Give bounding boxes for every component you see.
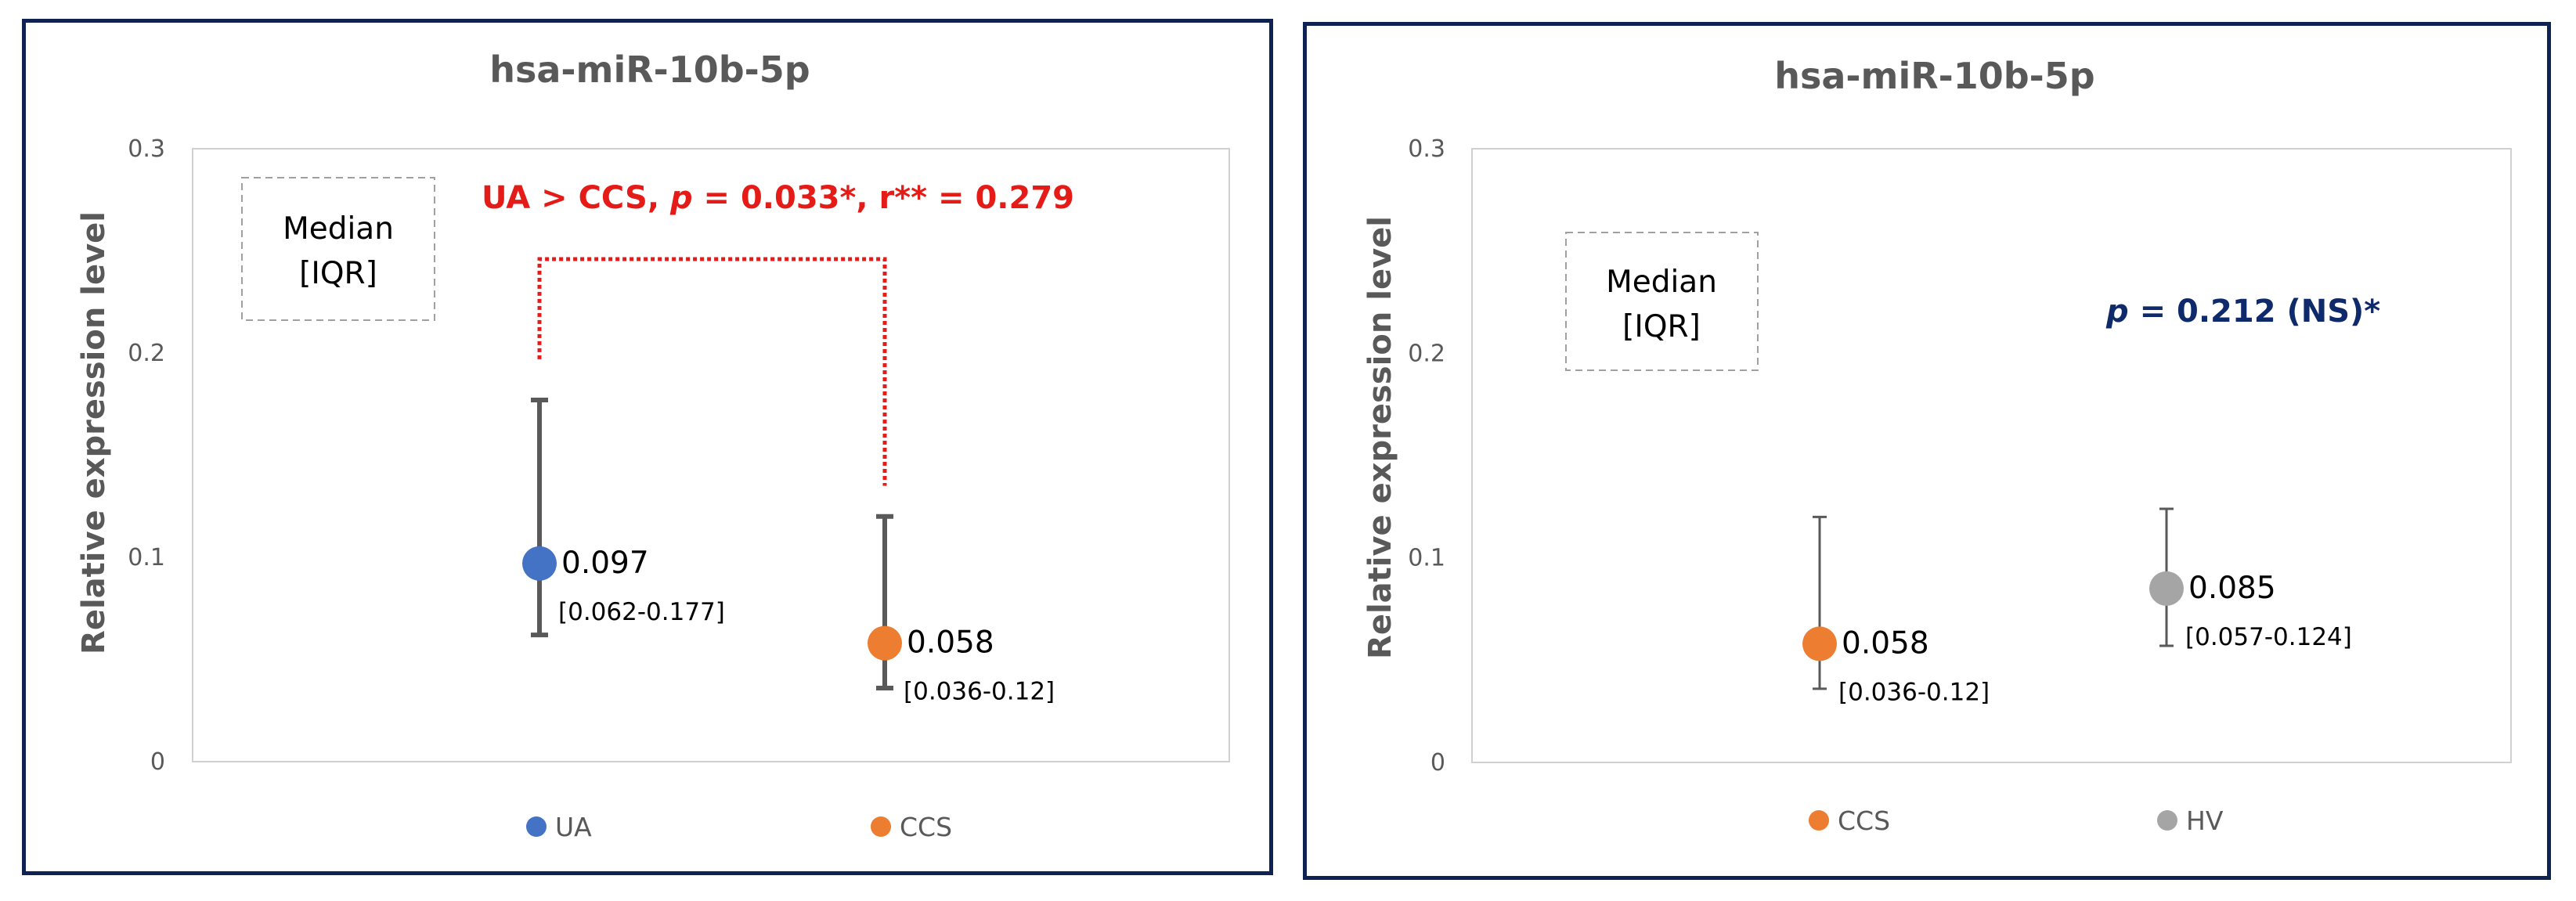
box-text-iqr: [IQR] <box>299 256 377 291</box>
y-axis-label: Relative expression level <box>1362 216 1398 659</box>
iqr-label: [0.062-0.177] <box>558 598 725 626</box>
legend-label-ua: UA <box>555 812 592 842</box>
median-value-label: 0.085 <box>2188 571 2276 606</box>
significance-bracket <box>537 257 887 486</box>
y-tick-label: 0.2 <box>128 340 165 367</box>
annotation-p: p <box>669 180 693 216</box>
median-iqr-box <box>241 177 435 321</box>
data-point-hv <box>2149 571 2184 606</box>
chart-title: hsa-miR-10b-5p <box>489 49 810 91</box>
chart-right-marks: 0 0.1 0.2 0.3 0.058 [0.036-0.12] 0.085 [0.057-0… <box>1408 135 2352 836</box>
legend-marker-ccs <box>871 816 891 837</box>
plot-area <box>1471 148 2512 763</box>
y-tick-label: 0.2 <box>1408 340 1445 367</box>
significance-annotation: p = 0.212 (NS)* <box>2105 294 2380 330</box>
iqr-label: [0.057-0.124] <box>2185 623 2352 651</box>
median-value-label: 0.058 <box>907 625 994 661</box>
iqr-label: [0.036-0.12] <box>904 678 1055 706</box>
y-tick-label: 0 <box>1431 749 1445 777</box>
chart-title: hsa-miR-10b-5p <box>1774 55 2094 97</box>
legend-marker-ccs <box>1809 810 1829 831</box>
median-iqr-box <box>1565 232 1759 371</box>
chart-left-marks: 0 0.1 0.2 0.3 0.097 [0.062-0.177] 0.058 [0.036-… <box>128 135 1055 842</box>
chart-panel-right: hsa-miR-10b-5p Relative expression level… <box>1303 22 2551 880</box>
box-text-median: Median <box>283 211 394 247</box>
y-tick-label: 0.1 <box>128 544 165 571</box>
data-point-ua <box>522 546 557 581</box>
annotation-p: p <box>2105 294 2129 330</box>
y-tick-label: 0 <box>150 748 165 776</box>
legend-label-ccs: CCS <box>900 812 952 842</box>
median-value-label: 0.058 <box>1842 625 1929 661</box>
box-text-median: Median <box>1606 265 1717 300</box>
significance-annotation: UA > CCS, p = 0.033*, r** = 0.279 <box>482 180 1074 216</box>
chart-left-svg: hsa-miR-10b-5p Relative expression level… <box>76 49 1230 842</box>
legend-label-hv: HV <box>2186 805 2224 836</box>
legend-label-ccs: CCS <box>1838 805 1890 836</box>
box-text-iqr: [IQR] <box>1622 309 1701 344</box>
y-axis-label: Relative expression level <box>76 211 112 654</box>
y-tick-label: 0.3 <box>1408 135 1445 163</box>
annotation-rest: = 0.033*, r** = 0.279 <box>693 180 1074 216</box>
plot-area <box>192 148 1230 762</box>
annotation-prefix: UA > CCS, <box>482 180 670 216</box>
legend-marker-ua <box>526 816 547 837</box>
data-point-ccs <box>868 625 902 661</box>
iqr-label: [0.036-0.12] <box>1838 678 1990 706</box>
chart-panel-left: hsa-miR-10b-5p Relative expression level… <box>22 19 1273 875</box>
annotation-rest: = 0.212 (NS)* <box>2129 294 2381 330</box>
legend-marker-hv <box>2157 810 2177 831</box>
data-point-ccs <box>1802 626 1837 661</box>
y-tick-label: 0.3 <box>128 135 165 163</box>
chart-right-svg: hsa-miR-10b-5p Relative expression level… <box>1362 55 2512 836</box>
median-value-label: 0.097 <box>561 546 649 581</box>
y-tick-label: 0.1 <box>1408 545 1445 572</box>
